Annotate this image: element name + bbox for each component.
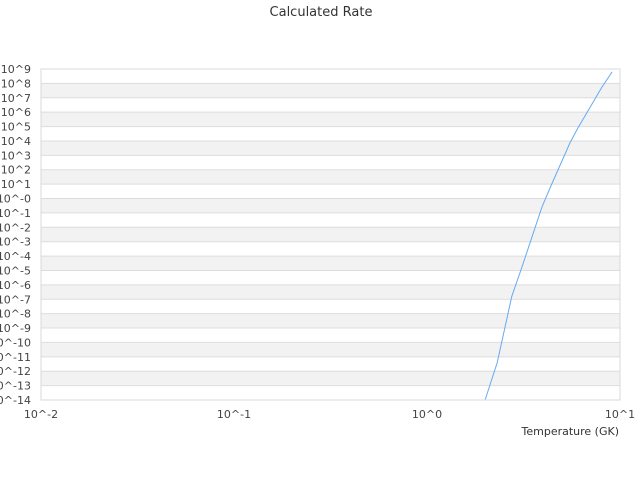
y-tick-label: 10^-8 [0, 308, 31, 321]
grid-band [41, 328, 620, 343]
y-tick-label: 10^-6 [0, 279, 31, 292]
y-tick-label: 10^4 [1, 135, 31, 148]
x-tick-label: 10^0 [412, 408, 442, 421]
y-tick-label: 10^-9 [0, 322, 31, 335]
x-tick-label: 10^1 [605, 408, 635, 421]
grid-band [41, 140, 620, 156]
x-tick-label: 10^-1 [217, 408, 251, 421]
y-tick-label: 10^-0 [0, 193, 31, 206]
grid-band [41, 356, 620, 372]
grid-band [41, 97, 620, 113]
y-tick-label: 10^-14 [0, 394, 31, 407]
grid-band [41, 83, 620, 98]
y-tick-label: 10^-7 [0, 293, 31, 306]
y-tick-label: 10^-3 [0, 236, 31, 249]
x-axis-title: Temperature (GK) [521, 425, 620, 438]
grid-band [41, 241, 620, 257]
y-tick-label: 10^6 [1, 106, 31, 119]
grid-band [41, 313, 620, 329]
y-tick-label: 10^9 [1, 63, 31, 76]
grid-band [41, 342, 620, 357]
y-tick-label: 10^-2 [0, 221, 31, 234]
y-tick-label: 10^8 [1, 77, 31, 90]
x-axis-labels: 10^-2 10^-1 10^0 10^1 [24, 408, 635, 421]
grid-band [41, 184, 620, 199]
grid-band [41, 155, 620, 170]
y-tick-label: 10^1 [1, 178, 31, 191]
y-tick-label: 10^-1 [0, 207, 31, 220]
y-tick-label: 10^5 [1, 121, 31, 134]
series-line [484, 71, 613, 401]
chart-title: Calculated Rate [270, 5, 373, 20]
y-tick-label: 10^-12 [0, 365, 31, 378]
y-tick-label: 10^-5 [0, 264, 31, 277]
y-tick-label: 10^3 [1, 149, 31, 162]
y-tick-label: 10^-13 [0, 380, 31, 393]
grid-band [41, 227, 620, 242]
grid-band [41, 284, 620, 300]
y-tick-label: 10^-10 [0, 336, 31, 349]
grid-band [41, 270, 620, 285]
series-group [484, 71, 613, 401]
y-axis-labels: 10^910^8 10^710^6 10^510^410^3 10^210^1 10^-… [0, 63, 31, 407]
grid-band [41, 212, 620, 228]
y-tick-label: 10^2 [1, 164, 31, 177]
y-tick-label: 10^-4 [0, 250, 31, 263]
grid-band [41, 69, 620, 84]
plot-frame [40, 68, 621, 401]
grid-band [41, 299, 620, 314]
grid-band [41, 198, 620, 213]
grid-band [41, 385, 620, 400]
grid-band [41, 256, 620, 271]
grid-band [41, 126, 620, 141]
x-tick-label: 10^-2 [24, 408, 58, 421]
y-tick-label: 10^7 [1, 92, 31, 105]
y-tick-label: 10^-11 [0, 351, 31, 364]
grid-bands [41, 68, 620, 400]
grid-band [41, 169, 620, 185]
grid-band [41, 371, 620, 386]
grid-band [41, 112, 620, 127]
